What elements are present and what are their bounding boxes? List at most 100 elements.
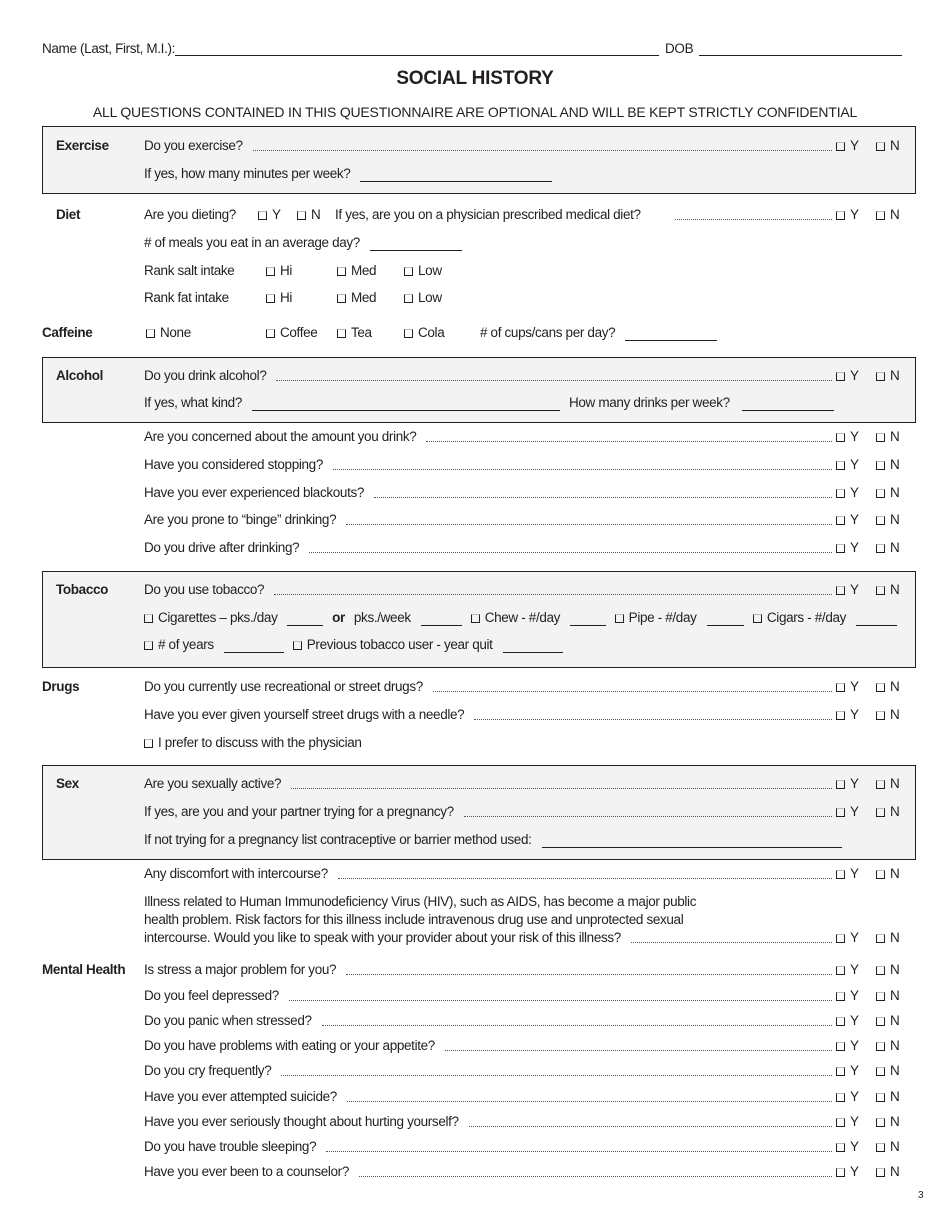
checkbox-no[interactable]: N [876,678,906,696]
checkbox-no[interactable]: N [876,428,906,446]
checkbox-no[interactable]: N [876,929,906,947]
checkbox-icon[interactable] [836,1066,845,1076]
fill-in-blank[interactable] [360,167,553,182]
checkbox-option[interactable]: Cigarettes – pks./day [144,609,278,627]
checkbox-icon[interactable] [836,779,845,789]
name-field[interactable] [175,41,660,56]
checkbox-icon[interactable] [836,682,845,692]
checkbox-no[interactable]: N [876,367,906,385]
checkbox-icon[interactable] [836,141,845,151]
checkbox-icon[interactable] [876,1016,885,1026]
checkbox-option[interactable]: # of years [144,636,214,654]
checkbox-icon[interactable] [144,613,153,623]
checkbox-yes[interactable]: Y [836,367,876,385]
checkbox-icon[interactable] [836,1041,845,1051]
dob-field[interactable] [699,41,902,56]
fill-in-blank[interactable] [742,396,834,411]
checkbox-no[interactable]: N [876,1062,906,1080]
checkbox-icon[interactable] [337,266,346,276]
checkbox-yes[interactable]: Y [836,865,876,883]
checkbox-no[interactable]: N [876,206,906,224]
checkbox-no[interactable]: N [876,137,906,155]
checkbox-option[interactable]: Chew - #/day [470,609,560,627]
checkbox-yes[interactable]: Y [836,1088,876,1106]
checkbox-icon[interactable] [337,293,346,303]
checkbox-icon[interactable] [266,328,275,338]
checkbox-yes[interactable]: Y [836,206,876,224]
checkbox-icon[interactable] [836,869,845,879]
checkbox-no[interactable]: N [876,511,906,529]
checkbox-icon[interactable] [297,210,306,220]
checkbox-icon[interactable] [876,210,885,220]
checkbox-yes[interactable]: Y [836,803,876,821]
checkbox-no[interactable]: N [876,775,906,793]
checkbox-no[interactable]: N [876,987,906,1005]
checkbox-no[interactable]: N [876,961,906,979]
checkbox-option[interactable]: Hi [266,289,292,307]
checkbox-yes[interactable]: Y [836,678,876,696]
checkbox-option[interactable]: Med [337,262,377,280]
checkbox-icon[interactable] [876,965,885,975]
checkbox-icon[interactable] [470,613,480,623]
fill-in-blank[interactable] [287,611,324,626]
checkbox-icon[interactable] [876,543,885,553]
fill-in-blank[interactable] [420,611,462,626]
checkbox-icon[interactable] [144,738,153,748]
checkbox-no[interactable]: N [876,1012,906,1030]
checkbox-icon[interactable] [836,710,845,720]
checkbox-icon[interactable] [876,710,885,720]
checkbox-icon[interactable] [876,1092,885,1102]
checkbox-option[interactable]: I prefer to discuss with the physician [144,734,362,752]
checkbox-no[interactable]: N [876,865,906,883]
checkbox-no[interactable]: N [876,484,906,502]
checkbox-icon[interactable] [836,371,845,381]
checkbox-yes[interactable]: Y [836,1062,876,1080]
checkbox-icon[interactable] [876,807,885,817]
checkbox-option[interactable]: Tea [337,324,372,342]
fill-in-blank[interactable] [252,396,560,411]
checkbox-icon[interactable] [836,807,845,817]
checkbox-icon[interactable] [144,640,153,650]
checkbox-option[interactable]: Cola [404,324,445,342]
checkbox-yes[interactable]: Y [836,1113,876,1131]
checkbox-yes[interactable]: Y [836,706,876,724]
checkbox-no[interactable]: N [876,706,906,724]
checkbox-icon[interactable] [836,965,845,975]
checkbox-yes[interactable]: Y [836,511,876,529]
checkbox-icon[interactable] [876,869,885,879]
checkbox-icon[interactable] [292,640,302,650]
fill-in-blank[interactable] [223,638,284,653]
checkbox-option[interactable]: Cigars - #/day [752,609,846,627]
checkbox-icon[interactable] [876,585,885,595]
fill-in-blank[interactable] [369,236,462,251]
fill-in-blank[interactable] [502,638,563,653]
checkbox-icon[interactable] [752,613,762,623]
fill-in-blank[interactable] [541,833,842,848]
checkbox-yes[interactable]: Y [836,929,876,947]
checkbox-icon[interactable] [836,432,845,442]
checkbox-option[interactable]: Hi [266,262,292,280]
checkbox-yes[interactable]: Y [836,1012,876,1030]
checkbox-option[interactable]: N [297,206,321,224]
checkbox-icon[interactable] [876,1167,885,1177]
checkbox-icon[interactable] [836,543,845,553]
checkbox-yes[interactable]: Y [836,1163,876,1181]
checkbox-icon[interactable] [836,210,845,220]
checkbox-icon[interactable] [836,933,845,943]
checkbox-option[interactable]: Previous tobacco user - year quit [292,636,493,654]
checkbox-icon[interactable] [836,585,845,595]
checkbox-yes[interactable]: Y [836,987,876,1005]
fill-in-blank[interactable] [570,611,606,626]
checkbox-option[interactable]: Low [404,289,442,307]
checkbox-no[interactable]: N [876,539,906,557]
checkbox-option[interactable]: Low [404,262,442,280]
checkbox-icon[interactable] [876,460,885,470]
checkbox-yes[interactable]: Y [836,137,876,155]
checkbox-no[interactable]: N [876,456,906,474]
checkbox-icon[interactable] [266,266,275,276]
checkbox-no[interactable]: N [876,1138,906,1156]
checkbox-icon[interactable] [876,779,885,789]
checkbox-icon[interactable] [404,293,413,303]
checkbox-yes[interactable]: Y [836,428,876,446]
checkbox-icon[interactable] [836,1117,845,1127]
